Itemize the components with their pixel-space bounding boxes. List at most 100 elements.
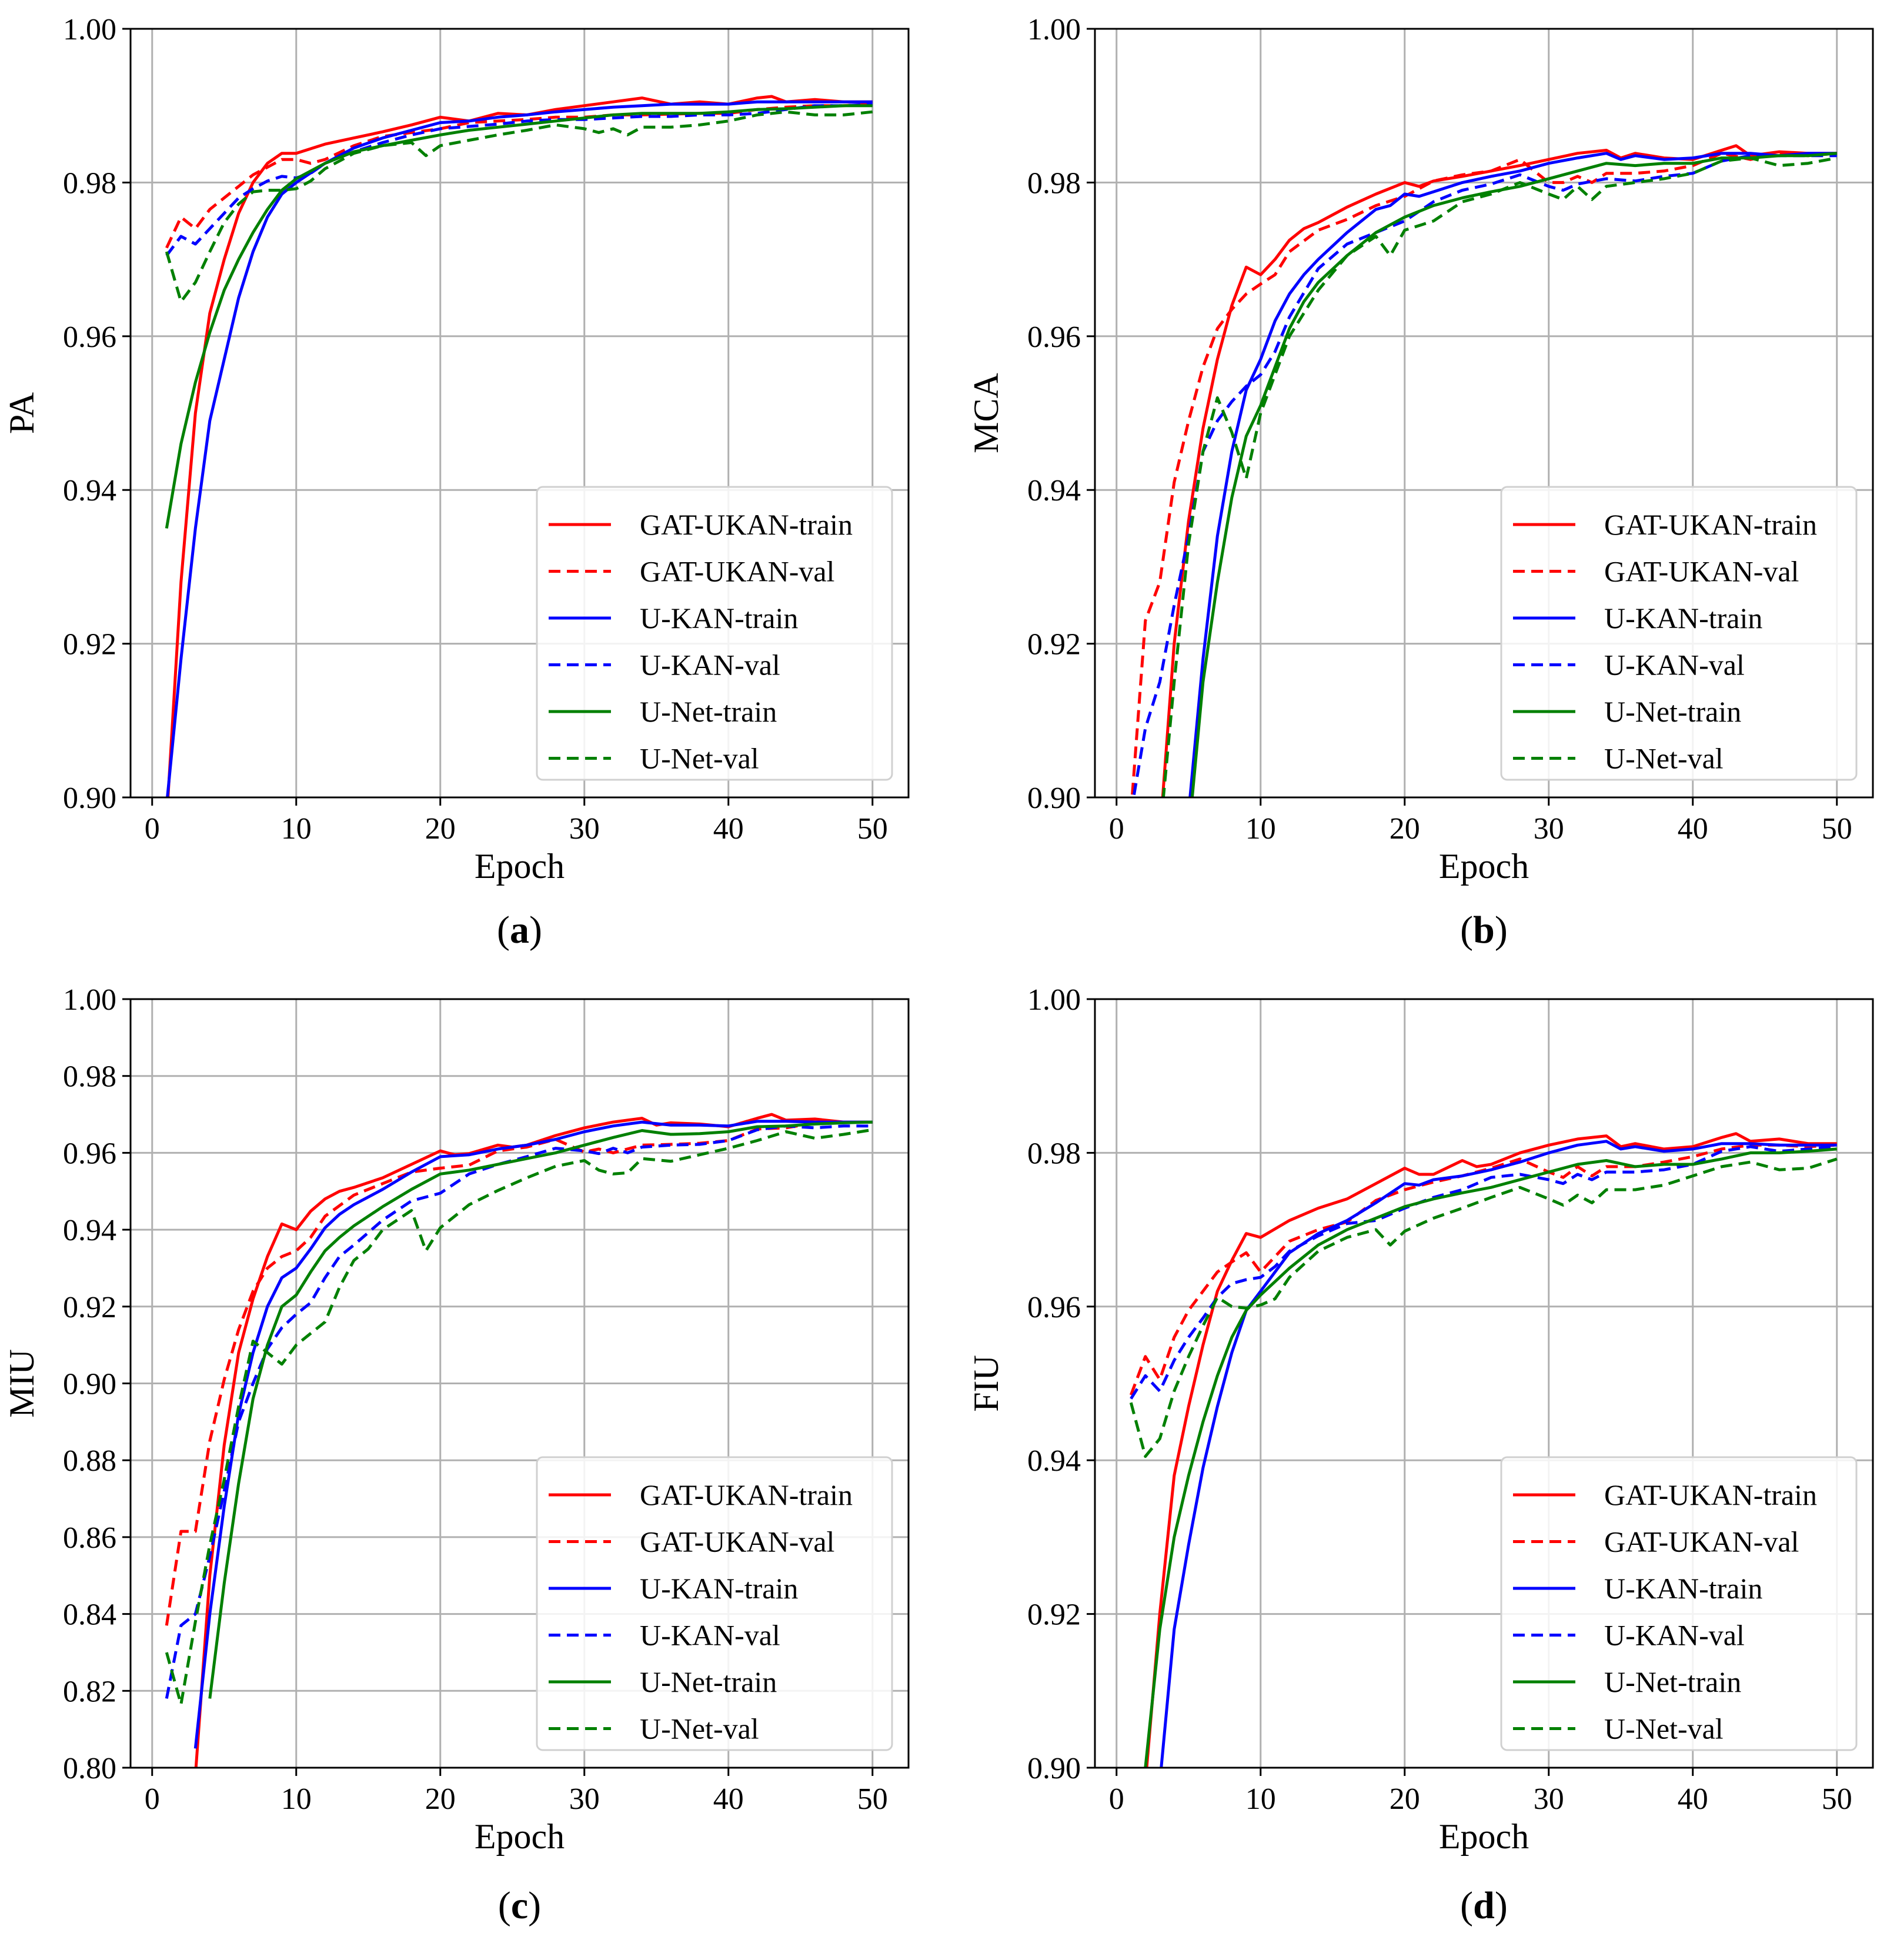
legend-box: [1500, 486, 1858, 781]
x-tick-label: 10: [281, 812, 312, 846]
legend-label: GAT-UKAN-val: [640, 555, 834, 588]
y-axis-title: MIU: [2, 1349, 41, 1418]
legend-label: U-KAN-val: [640, 649, 780, 682]
series-group: [1130, 144, 1838, 797]
y-tick-label: 0.86: [63, 1521, 116, 1555]
legend: GAT-UKAN-train GAT-UKAN-val U-KAN-train U-K…: [1500, 1456, 1858, 1751]
y-tick-label: 0.92: [63, 628, 116, 662]
x-tick-label: 20: [1390, 812, 1420, 846]
y-tick-label: 0.96: [1027, 1291, 1081, 1324]
y-axis-title: PA: [2, 392, 41, 434]
y-axis-title: FIU: [967, 1355, 1006, 1412]
chart-panel-d: 0 10 20 30 40 50 0.90 0.92 0.94 0.96 0.98 1.00 Epoch…: [967, 983, 1874, 1927]
y-tick-label: 0.96: [63, 320, 116, 354]
x-tick-label: 40: [1678, 812, 1708, 846]
legend-label: U-KAN-train: [640, 1572, 798, 1605]
x-tick-label: 20: [425, 812, 456, 846]
legend-label: U-KAN-train: [1604, 1572, 1762, 1605]
y-tick-label: 0.84: [63, 1598, 116, 1632]
x-tick-label: 50: [1822, 1782, 1852, 1816]
x-tick-label: 20: [425, 1782, 456, 1816]
chart-panel-b: 0 10 20 30 40 50 0.90 0.92 0.94 0.96 0.98 1.00 Epoch…: [967, 13, 1874, 951]
legend-box: [536, 486, 893, 781]
y-tick-label: 1.00: [1027, 983, 1081, 1017]
chart-panel-a: 0 10 20 30 40 50 0.90 0.92 0.94 0.96 0.98 1.00 Epoch…: [2, 13, 910, 951]
y-axis-title: MCA: [967, 373, 1006, 453]
x-tick-label: 50: [857, 1782, 888, 1816]
x-tick-label: 10: [1245, 1782, 1276, 1816]
legend-label: GAT-UKAN-val: [640, 1525, 834, 1558]
y-tick-label: 0.88: [63, 1444, 116, 1478]
y-tick-label: 0.82: [63, 1675, 116, 1708]
legend: GAT-UKAN-train GAT-UKAN-val U-KAN-train U-K…: [1500, 486, 1858, 781]
legend: GAT-UKAN-train GAT-UKAN-val U-KAN-train U-K…: [536, 486, 893, 781]
x-tick-label: 40: [1678, 1782, 1708, 1816]
y-tick-label: 0.90: [63, 782, 116, 815]
chart-panel-c: 0 10 20 30 40 50 0.80 0.82 0.84 0.86 0.88 0.90 0.92 0…: [2, 983, 910, 1927]
legend: GAT-UKAN-train GAT-UKAN-val U-KAN-train U-K…: [536, 1456, 893, 1751]
legend-label: U-Net-val: [1604, 1712, 1724, 1745]
panel-caption: (a): [497, 909, 542, 951]
x-tick-label: 30: [569, 812, 600, 846]
x-axis-title: Epoch: [1439, 847, 1529, 886]
legend-label: GAT-UKAN-val: [1604, 1525, 1799, 1558]
x-tick-label: 50: [1822, 812, 1852, 846]
series-group: [1129, 1132, 1838, 1768]
x-tick-label: 30: [569, 1782, 600, 1816]
legend-label: U-Net-train: [640, 695, 777, 728]
x-tick-label: 0: [1109, 1782, 1124, 1816]
legend-box: [536, 1456, 893, 1751]
series-line-U-KAN-train: [1188, 152, 1837, 797]
y-tick-label: 0.98: [1027, 166, 1081, 200]
legend-label: U-Net-train: [640, 1665, 777, 1698]
x-tick-label: 30: [1534, 812, 1564, 846]
series-line-U-KAN-train: [1160, 1140, 1837, 1768]
legend-label: GAT-UKAN-train: [640, 508, 853, 541]
series-line-U-Net-val: [165, 110, 873, 303]
y-tick-label: 0.94: [1027, 1444, 1081, 1478]
y-tick-label: 0.94: [63, 1214, 116, 1247]
plot-frame: [129, 28, 910, 799]
series-line-U-Net-train: [1190, 152, 1838, 797]
legend-label: GAT-UKAN-train: [1604, 508, 1817, 541]
x-tick-label: 10: [281, 1782, 312, 1816]
x-tick-label: 50: [857, 812, 888, 846]
panel-caption: (b): [1460, 909, 1508, 951]
series-line-U-KAN-val: [165, 102, 873, 257]
x-tick-label: 10: [1245, 812, 1276, 846]
legend-label: U-KAN-train: [640, 602, 798, 635]
y-tick-label: 0.92: [1027, 1598, 1081, 1632]
series-line-U-Net-train: [1144, 1147, 1837, 1768]
y-tick-label: 0.98: [63, 166, 116, 200]
x-tick-label: 40: [713, 812, 744, 846]
legend-label: U-Net-train: [1604, 695, 1741, 728]
x-tick-label: 40: [713, 1782, 744, 1816]
y-tick-label: 0.90: [63, 1368, 116, 1401]
y-tick-label: 0.92: [63, 1291, 116, 1324]
x-axis-title: Epoch: [475, 847, 565, 886]
series-line-U-KAN-val: [1130, 1145, 1838, 1400]
x-tick-label: 0: [1109, 812, 1124, 846]
series-group: [165, 1113, 873, 1768]
series-line-U-Net-val: [1129, 1157, 1838, 1458]
panel-caption: (c): [498, 1884, 541, 1927]
y-tick-label: 0.98: [63, 1060, 116, 1094]
legend-label: U-Net-train: [1604, 1665, 1741, 1698]
y-tick-label: 0.92: [1027, 628, 1081, 662]
y-tick-label: 0.80: [63, 1752, 116, 1785]
series-line-GAT-UKAN-train: [1145, 1132, 1837, 1768]
series-line-U-Net-train: [208, 1120, 873, 1699]
plot-frame: [1094, 998, 1874, 1769]
x-tick-label: 0: [145, 812, 160, 846]
x-axis-title: Epoch: [475, 1817, 565, 1856]
legend-label: U-Net-val: [640, 1712, 759, 1745]
legend-label: GAT-UKAN-train: [640, 1478, 853, 1511]
legend-label: U-KAN-val: [1604, 649, 1745, 682]
legend-label: U-KAN-val: [1604, 1619, 1745, 1652]
legend-label: GAT-UKAN-val: [1604, 555, 1799, 588]
y-tick-label: 0.94: [1027, 474, 1081, 507]
y-tick-label: 0.96: [1027, 320, 1081, 354]
series-line-U-KAN-val: [165, 1124, 873, 1699]
y-tick-label: 0.90: [1027, 1752, 1081, 1785]
